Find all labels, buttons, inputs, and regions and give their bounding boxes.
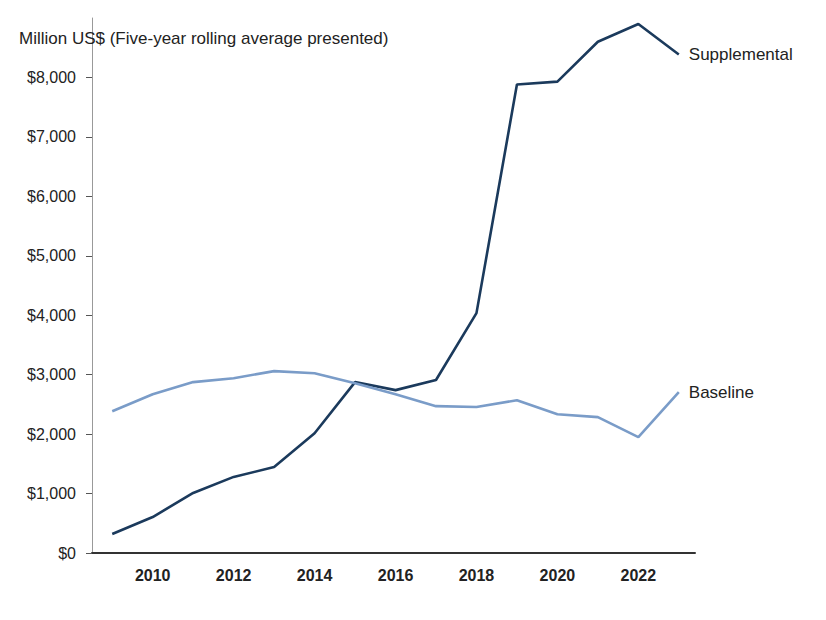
svg-text:2014: 2014: [297, 567, 333, 584]
svg-text:2022: 2022: [621, 567, 657, 584]
svg-text:$3,000: $3,000: [27, 366, 76, 383]
svg-text:$8,000: $8,000: [27, 69, 76, 86]
svg-text:2010: 2010: [135, 567, 171, 584]
svg-text:Million US$ (Five-year rolling: Million US$ (Five-year rolling average p…: [19, 29, 388, 48]
svg-text:$5,000: $5,000: [27, 247, 76, 264]
svg-text:Supplemental: Supplemental: [689, 45, 793, 64]
svg-text:2012: 2012: [216, 567, 252, 584]
svg-text:$7,000: $7,000: [27, 128, 76, 145]
svg-text:$1,000: $1,000: [27, 485, 76, 502]
svg-text:Baseline: Baseline: [689, 383, 754, 402]
svg-text:2020: 2020: [540, 567, 576, 584]
svg-text:2016: 2016: [378, 567, 414, 584]
svg-text:$0: $0: [58, 545, 76, 562]
svg-text:2018: 2018: [459, 567, 495, 584]
svg-text:$6,000: $6,000: [27, 188, 76, 205]
svg-text:$4,000: $4,000: [27, 307, 76, 324]
svg-text:$2,000: $2,000: [27, 426, 76, 443]
